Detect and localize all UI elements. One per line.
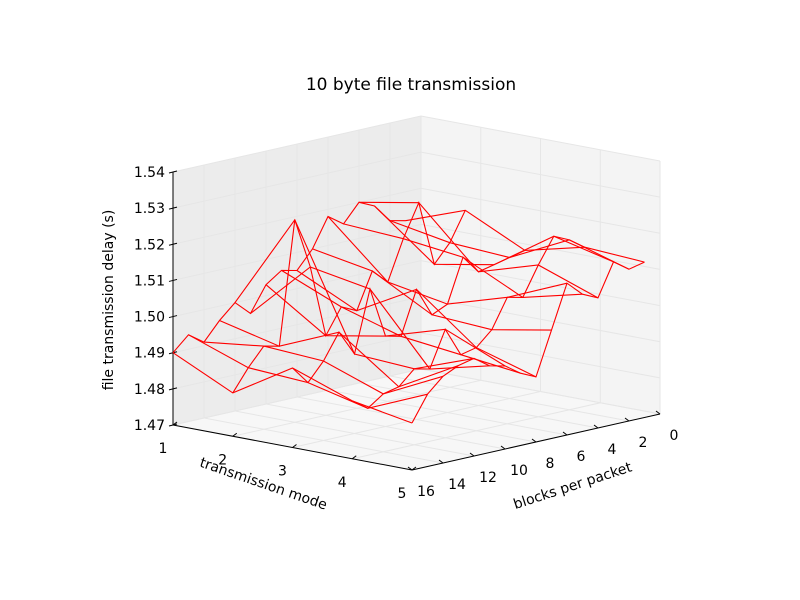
- z-tick-label: 1.49: [134, 346, 165, 362]
- chart-title: 10 byte file transmission: [306, 75, 516, 95]
- y-axis-label: blocks per packet: [512, 459, 635, 513]
- z-tick-mark: [168, 206, 178, 210]
- z-tick-mark: [168, 278, 178, 282]
- wire-col-x3: [292, 249, 526, 384]
- x-tick-mark: [232, 432, 238, 437]
- z-tick-mark: [168, 170, 178, 174]
- y-gridline: [327, 137, 568, 436]
- y-tick-label: 14: [448, 477, 466, 493]
- y-tick-label: 4: [608, 442, 617, 458]
- x-tick-label: 4: [338, 475, 347, 491]
- y-tick-mark: [438, 459, 444, 464]
- x-tick-mark: [172, 421, 178, 426]
- x-tick-mark: [292, 444, 297, 448]
- x-axis-label: transmission mode: [198, 455, 330, 514]
- y-tick-mark: [531, 438, 537, 443]
- z-tick-label: 1.48: [134, 382, 165, 398]
- wireframe-surface: [172, 200, 645, 424]
- y-tick-mark: [655, 410, 661, 415]
- y-tick-mark: [562, 431, 568, 436]
- y-tick-mark: [407, 466, 413, 471]
- z-tick-mark: [168, 242, 178, 246]
- wire-col-x4: [352, 235, 586, 409]
- z-tick-label: 1.53: [134, 201, 165, 217]
- y-gridline: [234, 158, 475, 457]
- y-tick-label: 6: [577, 449, 586, 465]
- y-gridline: [389, 123, 630, 422]
- y-gridline: [203, 165, 444, 464]
- y-tick-label: 2: [639, 435, 648, 451]
- y-tick-mark: [624, 417, 630, 422]
- wire-col-x2: [232, 200, 466, 394]
- y-tick-label: 10: [510, 463, 528, 479]
- y-tick-mark: [469, 452, 475, 457]
- tick-labels: 1.471.481.491.501.511.521.531.5412345024…: [134, 165, 679, 502]
- y-tick-mark: [593, 424, 599, 429]
- y-tick-mark: [500, 445, 506, 450]
- wire-col-x1: [172, 201, 406, 354]
- y-tick-label: 8: [546, 456, 555, 472]
- x-tick-mark: [351, 455, 357, 460]
- y-gridline: [265, 151, 506, 450]
- z-tick-label: 1.50: [134, 310, 165, 326]
- z-axis-label: file transmission delay (s): [101, 210, 117, 391]
- x-tick-label: 2: [218, 452, 227, 468]
- y-gridline: [358, 130, 599, 429]
- x-tick-label: 3: [278, 464, 287, 480]
- z-tick-label: 1.52: [134, 237, 165, 253]
- x-tick-label: 5: [398, 486, 407, 502]
- z-tick-mark: [168, 315, 178, 319]
- x-tick-label: 1: [159, 441, 168, 457]
- y-tick-label: 0: [670, 428, 679, 444]
- z-tick-label: 1.47: [134, 418, 165, 434]
- x-tick-mark: [411, 466, 417, 471]
- y-gridline: [296, 144, 537, 443]
- z-tick-label: 1.54: [134, 165, 165, 181]
- wire-col-x5: [411, 261, 645, 424]
- y-tick-label: 16: [417, 484, 435, 500]
- gridlines: [172, 115, 661, 471]
- y-tick-label: 12: [479, 470, 497, 486]
- axis-lines: [168, 170, 661, 471]
- z-tick-mark: [168, 387, 178, 391]
- z-tick-label: 1.51: [134, 273, 165, 289]
